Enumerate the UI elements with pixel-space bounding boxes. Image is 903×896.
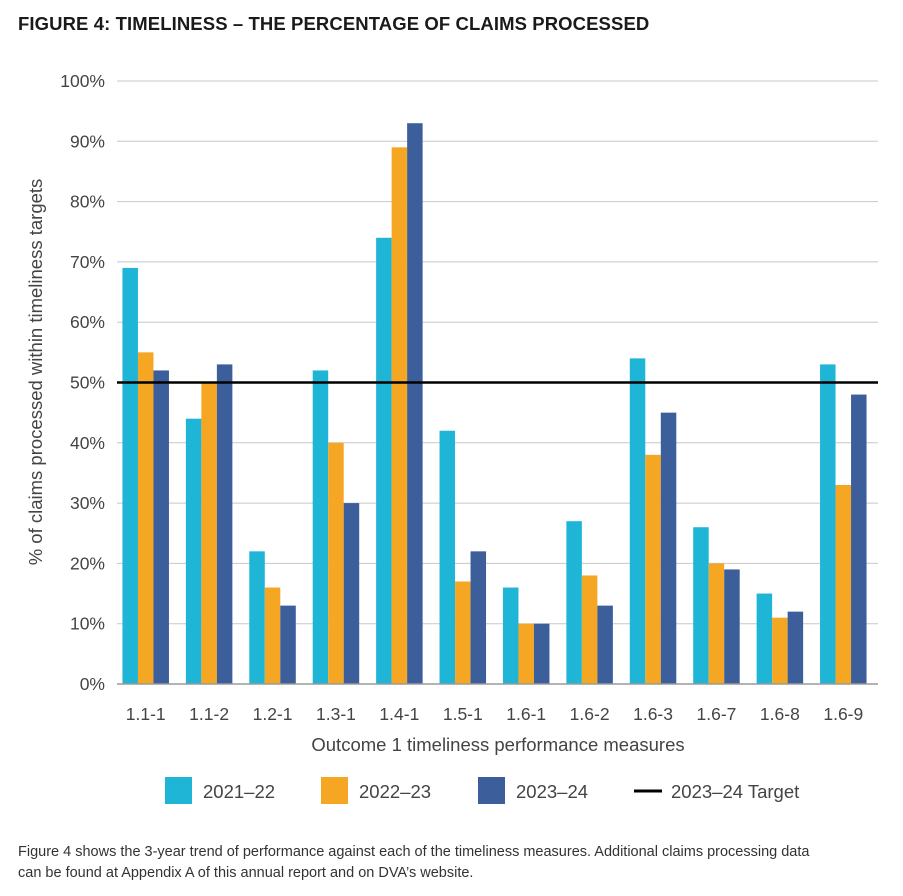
legend-label: 2023–24 Target [671, 781, 799, 802]
y-tick-label: 0% [80, 674, 105, 694]
y-tick-label: 10% [70, 614, 105, 634]
bars [122, 123, 867, 684]
legend-swatch [478, 777, 505, 804]
legend-swatch [321, 777, 348, 804]
figure-caption: Figure 4 shows the 3-year trend of perfo… [18, 842, 893, 884]
y-tick-label: 50% [70, 373, 105, 393]
bar [216, 364, 233, 684]
bar [693, 527, 709, 684]
bar [391, 147, 408, 684]
x-tick-label: 1.4-1 [379, 704, 419, 724]
bar [328, 442, 344, 684]
axes: 0% 10% 20% 30% 40% 50% 60% 70% 80% 90% 100% 1.1-1 1.… [25, 71, 878, 755]
x-tick-label: 1.6-9 [823, 704, 863, 724]
bar [724, 569, 740, 684]
bar [376, 237, 392, 684]
y-tick-label: 20% [70, 553, 105, 573]
legend-swatch [165, 777, 192, 804]
bar [502, 587, 519, 684]
bar [439, 430, 456, 684]
x-tick-label: 1.2-1 [253, 704, 293, 724]
bar [185, 418, 202, 684]
bar [645, 454, 661, 684]
bar [597, 605, 613, 684]
bar [249, 551, 265, 684]
x-tick-label: 1.6-7 [697, 704, 737, 724]
legend: 2021–22 2022–23 2023–24 2023–24 Target [165, 777, 799, 804]
caption-line-2: can be found at Appendix A of this annua… [18, 865, 474, 881]
bar [660, 412, 677, 684]
y-tick-label: 90% [70, 131, 105, 151]
bar [455, 581, 471, 684]
bar [343, 503, 360, 684]
bar [820, 364, 836, 684]
y-tick-label: 70% [70, 252, 105, 272]
bar [280, 605, 296, 684]
bar [756, 593, 773, 684]
y-tick-label: 30% [70, 493, 105, 513]
bar [122, 267, 138, 684]
legend-label: 2021–22 [203, 781, 275, 802]
bar [153, 370, 169, 684]
bar [581, 575, 598, 684]
x-axis-title: Outcome 1 timeliness performance measure… [311, 734, 684, 755]
x-tick-label: 1.1-2 [189, 704, 229, 724]
caption-line-1: Figure 4 shows the 3-year trend of perfo… [18, 844, 810, 860]
figure-title: FIGURE 4: TIMELINESS – THE PERCENTAGE OF… [18, 13, 650, 34]
bar [787, 611, 804, 684]
x-tick-label: 1.6-3 [633, 704, 673, 724]
y-tick-label: 40% [70, 433, 105, 453]
y-tick-label: 60% [70, 312, 105, 332]
y-tick-label: 100% [60, 71, 105, 91]
x-tick-label: 1.5-1 [443, 704, 483, 724]
legend-label: 2022–23 [359, 781, 431, 802]
bar [851, 394, 867, 684]
bar [201, 382, 217, 684]
bar [137, 352, 154, 684]
bar [470, 551, 487, 684]
x-tick-label: 1.6-2 [570, 704, 610, 724]
bar [533, 623, 550, 684]
bar-chart: 0% 10% 20% 30% 40% 50% 60% 70% 80% 90% 100% 1.1-1 1.… [25, 71, 878, 804]
bar [312, 370, 329, 684]
bar [835, 485, 852, 684]
x-tick-label: 1.6-1 [506, 704, 546, 724]
legend-label: 2023–24 [516, 781, 588, 802]
y-axis-title: % of claims processed within timeliness … [25, 179, 46, 566]
bar [407, 123, 423, 684]
y-tick-label: 80% [70, 192, 105, 212]
bar [629, 358, 646, 684]
bar [708, 563, 725, 684]
x-tick-label: 1.1-1 [126, 704, 166, 724]
x-tick-label: 1.6-8 [760, 704, 800, 724]
bar [566, 521, 582, 684]
bar [772, 617, 788, 684]
bar [518, 623, 534, 684]
x-tick-label: 1.3-1 [316, 704, 356, 724]
bar [264, 587, 281, 684]
